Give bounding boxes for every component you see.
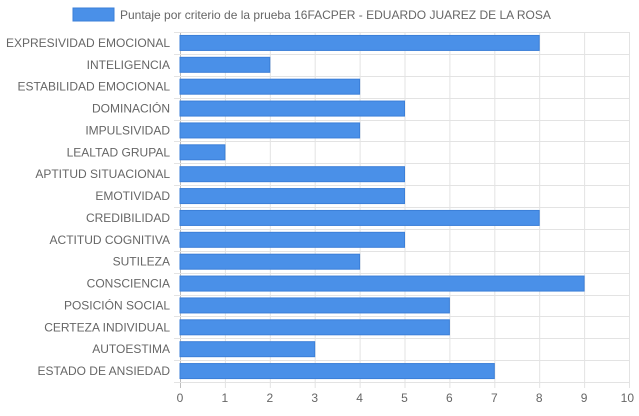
x-tick-label: 10: [621, 391, 635, 405]
y-tick-label: AUTOESTIMA: [92, 342, 170, 356]
y-tick-label: CREDIBILIDAD: [86, 211, 170, 225]
x-tick-label: 0: [177, 391, 184, 405]
legend-label: Puntaje por criterio de la prueba 16FACP…: [120, 8, 551, 22]
grid: [174, 32, 630, 388]
y-tick-label: ESTADO DE ANSIEDAD: [38, 364, 171, 378]
bars: [179, 34, 585, 380]
y-tick-label: ACTITUD COGNITIVA: [50, 233, 170, 247]
x-tick-label: 8: [536, 391, 543, 405]
x-tick-label: 5: [401, 391, 408, 405]
y-tick-label: APTITUD SITUACIONAL: [35, 167, 170, 181]
x-tick-label: 9: [581, 391, 588, 405]
y-tick-label: INTELIGENCIA: [87, 58, 170, 72]
bar[interactable]: [179, 56, 271, 73]
y-tick-label: EXPRESIVIDAD EMOCIONAL: [6, 36, 170, 50]
y-tick-label: LEALTAD GRUPAL: [67, 145, 171, 159]
x-tick-label: 6: [446, 391, 453, 405]
bar[interactable]: [179, 363, 495, 380]
x-tick-label: 3: [311, 391, 318, 405]
y-tick-label: EMOTIVIDAD: [95, 189, 170, 203]
bar[interactable]: [179, 100, 405, 117]
y-tick-label: ESTABILIDAD EMOCIONAL: [18, 80, 171, 94]
y-tick-label: SUTILEZA: [113, 255, 170, 269]
bar[interactable]: [179, 297, 450, 314]
bar[interactable]: [179, 341, 316, 358]
y-tick-label: CONSCIENCIA: [87, 277, 170, 291]
y-tick-label: DOMINACIÓN: [92, 101, 170, 116]
x-tick-label: 2: [266, 391, 273, 405]
x-axis-labels: 0 1 2 3 4 5 6 7 8 9 10: [177, 391, 635, 405]
bar[interactable]: [179, 209, 540, 226]
y-axis-labels: EXPRESIVIDAD EMOCIONAL INTELIGENCIA ESTABI…: [6, 36, 170, 378]
y-tick-label: IMPULSIVIDAD: [85, 123, 170, 137]
bar[interactable]: [179, 275, 585, 292]
y-tick-label: CERTEZA INDIVIDUAL: [44, 320, 170, 334]
bar[interactable]: [179, 319, 450, 336]
x-tick-label: 1: [222, 391, 229, 405]
legend-swatch: [72, 7, 115, 22]
bar[interactable]: [179, 122, 361, 139]
bar[interactable]: [179, 166, 405, 183]
bar[interactable]: [179, 144, 226, 161]
x-tick-label: 4: [356, 391, 363, 405]
legend[interactable]: Puntaje por criterio de la prueba 16FACP…: [72, 7, 551, 22]
bar[interactable]: [179, 253, 361, 270]
bar[interactable]: [179, 231, 405, 248]
x-tick-label: 7: [491, 391, 498, 405]
bar[interactable]: [179, 78, 361, 95]
y-tick-label: POSICIÓN SOCIAL: [64, 297, 170, 312]
bar[interactable]: [179, 34, 540, 51]
bar[interactable]: [179, 188, 405, 205]
